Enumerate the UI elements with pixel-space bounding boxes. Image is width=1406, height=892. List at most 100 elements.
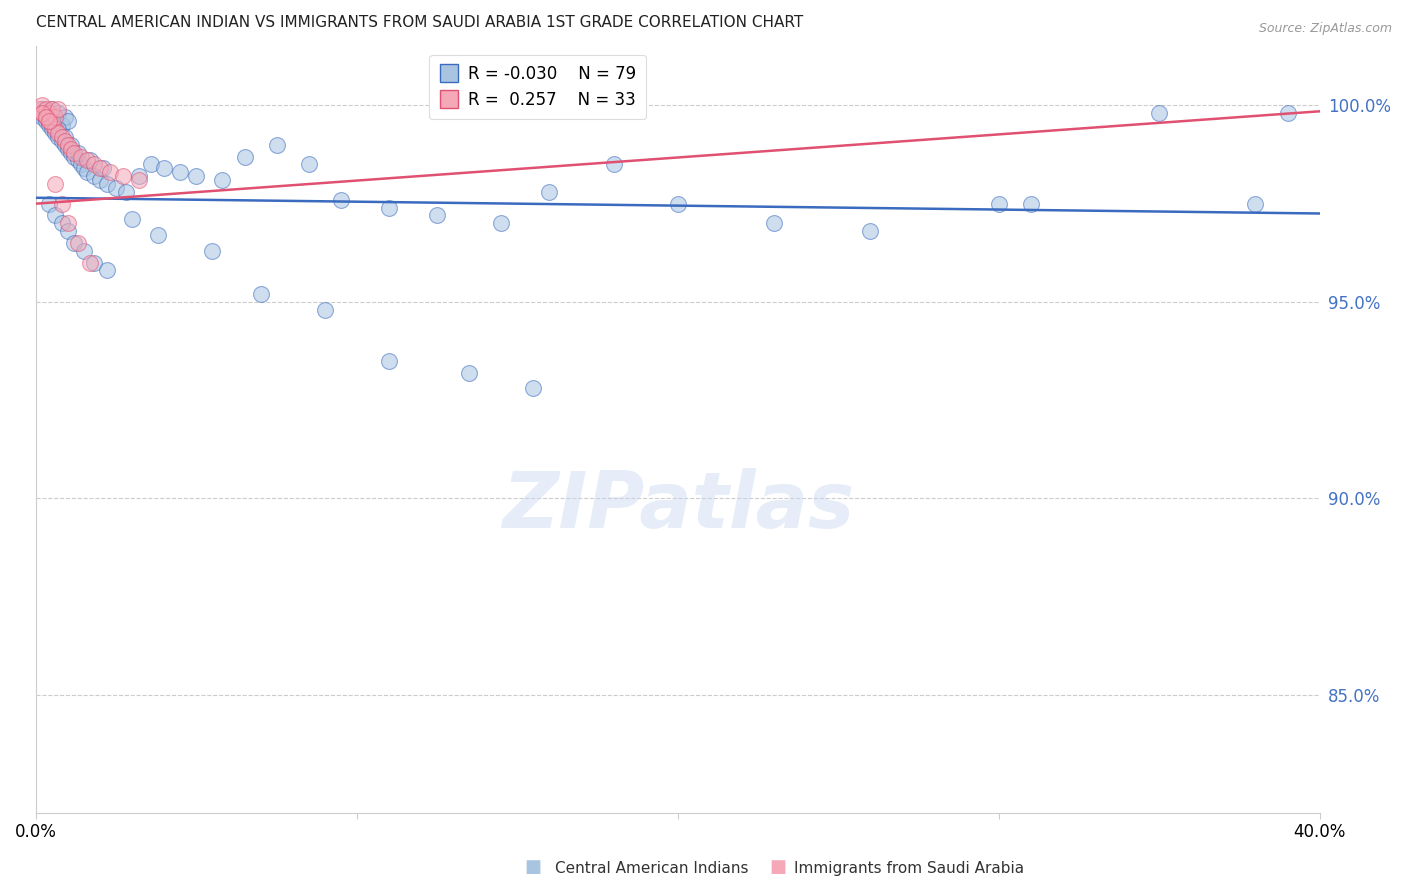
Point (56, 216, 79, 230)
Point (41, 114, 63, 128)
Point (266, 137, 288, 152)
Point (121, 212, 143, 227)
Text: Source: ZipAtlas.com: Source: ZipAtlas.com (1258, 22, 1392, 36)
Point (98, 165, 121, 179)
Point (73, 244, 96, 258)
Point (41, 118, 63, 132)
Point (96, 177, 118, 191)
Point (491, 216, 513, 230)
Point (66, 235, 89, 250)
Point (378, 354, 401, 368)
Point (987, 196, 1010, 211)
Point (146, 228, 169, 243)
Point (38, 106, 60, 120)
Point (76, 165, 98, 179)
Point (73, 161, 96, 176)
Point (53, 134, 76, 148)
Text: ■: ■ (524, 858, 541, 876)
Point (111, 169, 134, 183)
Point (66, 153, 89, 168)
Point (233, 149, 256, 163)
Point (51, 134, 73, 148)
Point (70, 157, 93, 171)
Point (83, 169, 105, 183)
Point (89, 161, 111, 176)
Point (51, 129, 73, 144)
Point (329, 193, 352, 207)
Point (666, 196, 689, 211)
Text: Central American Indians: Central American Indians (555, 861, 749, 876)
Point (28, 106, 51, 120)
Point (31, 106, 53, 120)
Point (91, 161, 114, 176)
Point (48, 129, 70, 144)
Text: ■: ■ (769, 858, 786, 876)
Point (41, 103, 63, 117)
Point (63, 145, 86, 160)
Point (51, 118, 73, 132)
Point (53, 137, 76, 152)
Point (31, 103, 53, 117)
Text: Immigrants from Saudi Arabia: Immigrants from Saudi Arabia (794, 861, 1025, 876)
Point (314, 302, 336, 317)
Point (141, 157, 163, 171)
Point (44, 177, 66, 191)
Point (34, 110, 56, 124)
Point (128, 173, 150, 187)
Point (44, 114, 66, 128)
Point (31, 110, 53, 124)
Point (53, 129, 76, 144)
Point (426, 209, 449, 223)
Point (105, 181, 128, 195)
Point (41, 122, 63, 136)
Point (41, 103, 63, 117)
Point (538, 185, 561, 199)
Point (38, 110, 60, 124)
Point (60, 142, 83, 156)
Point (522, 381, 544, 395)
Point (63, 149, 86, 163)
Point (38, 196, 60, 211)
Point (1244, 196, 1267, 211)
Point (186, 169, 208, 183)
Point (56, 142, 79, 156)
Point (114, 185, 136, 199)
Point (79, 255, 101, 269)
Point (211, 173, 233, 187)
Point (38, 118, 60, 132)
Point (128, 169, 150, 183)
Point (60, 145, 83, 160)
Point (48, 103, 70, 117)
Point (51, 196, 73, 211)
Point (31, 98, 53, 112)
Point (44, 209, 66, 223)
Point (79, 153, 101, 168)
Point (63, 235, 86, 250)
Point (44, 110, 66, 124)
Point (34, 106, 56, 120)
Point (201, 244, 224, 258)
Legend: R = -0.030    N = 79, R =  0.257    N = 33: R = -0.030 N = 79, R = 0.257 N = 33 (429, 54, 645, 120)
Point (1147, 106, 1170, 120)
Point (53, 110, 76, 124)
Point (298, 157, 321, 171)
Point (859, 224, 882, 238)
Point (34, 103, 56, 117)
Point (56, 224, 79, 238)
Point (38, 114, 60, 128)
Point (1019, 196, 1042, 211)
Point (66, 145, 89, 160)
Point (28, 103, 51, 117)
Point (169, 165, 191, 179)
Point (89, 173, 111, 187)
Point (38, 114, 60, 128)
Point (96, 263, 118, 277)
Text: ZIPatlas: ZIPatlas (502, 468, 853, 544)
Point (763, 216, 786, 230)
Point (48, 126, 70, 140)
Point (70, 149, 93, 163)
Point (249, 287, 271, 301)
Point (44, 122, 66, 136)
Point (31, 106, 53, 120)
Point (83, 255, 105, 269)
